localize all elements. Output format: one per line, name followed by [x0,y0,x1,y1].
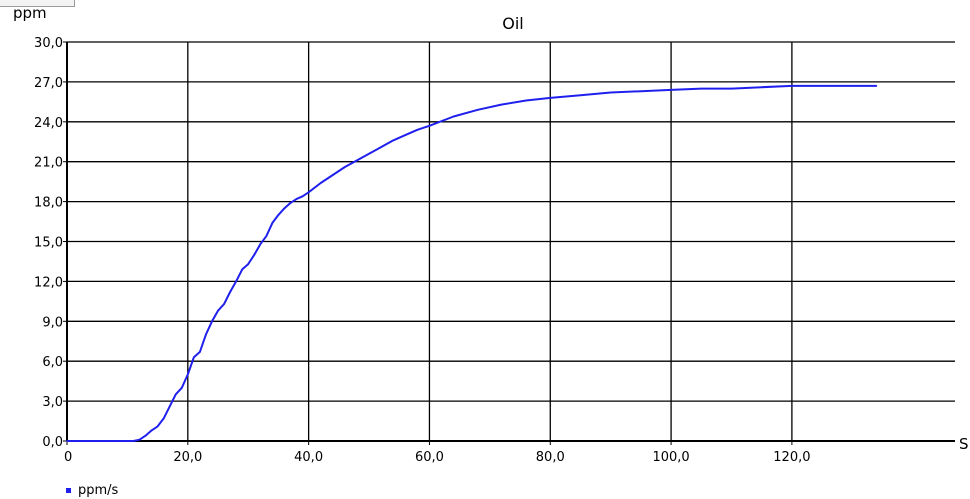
y-tick-label: 30,0 [34,36,63,51]
data-point [307,191,310,194]
data-point [247,263,250,265]
data-point [229,291,231,293]
data-point [265,235,268,237]
y-tick-label: 3,0 [42,395,63,410]
data-point [174,393,177,396]
x-tick-label: 120,0 [773,450,810,465]
data-point [289,202,292,204]
data-point [150,429,153,432]
data-point [162,417,165,420]
data-point [368,152,370,155]
x-gridlines [187,42,793,441]
data-point [730,87,733,90]
data-point [271,222,274,224]
data-point [416,128,419,131]
data-point [187,373,189,376]
data-point [259,243,262,245]
data-point [168,405,171,408]
data-point [66,440,68,442]
data-point [156,425,159,428]
data-point [277,214,280,216]
data-point [821,85,823,87]
data-point [235,280,237,283]
y-tick-label: 6,0 [42,355,63,370]
data-point [791,85,793,87]
y-gridlines [67,41,955,402]
y-tick-label: 27,0 [34,76,63,91]
data-point [501,103,503,106]
data-point [132,440,135,442]
data-point [640,90,642,93]
data-point [609,91,612,94]
data-point [331,174,334,176]
y-tick-label: 24,0 [34,116,63,131]
x-tick-label: 40,0 [294,450,323,465]
y-tick-label: 9,0 [42,315,63,330]
corner-tab [0,0,75,7]
data-point [253,254,256,256]
data-point [760,86,763,89]
x-tick-label: 80,0 [536,450,565,465]
x-tick-label: 100,0 [652,450,689,465]
data-point [579,94,582,96]
data-point [344,166,346,168]
legend: ppm/s [66,483,119,498]
axes [63,41,955,445]
data-point [875,85,878,87]
data-point [180,387,183,389]
data-point [138,438,141,441]
data-point [319,182,322,184]
data-point [241,268,243,271]
data-point [851,85,854,87]
data-point [404,134,407,136]
data-point [452,115,455,118]
data-point [144,434,147,437]
data-point [217,309,219,312]
y-tick-label: 18,0 [34,196,63,211]
x-tick-label: 60,0 [415,450,444,465]
data-point [476,109,479,111]
y-tick-label: 21,0 [34,156,63,171]
x-tick-label: 0 [64,450,72,465]
series-layer [66,84,878,442]
data-point [525,99,527,102]
y-tick-label: 0,0 [42,435,63,450]
data-point [193,356,195,359]
data-point [199,351,201,353]
data-point [301,195,304,198]
y-axis-label: ppm [13,4,47,22]
x-tick-label: 20,0 [173,450,202,465]
data-point [295,198,298,200]
data-point [670,89,672,91]
chart-title: Oil [502,14,523,33]
legend-label: ppm/s [78,483,119,498]
data-point [380,146,382,148]
data-point [356,159,358,162]
x-tick-labels: 0 20,0 40,0 60,0 80,0 100,0 120,0 [64,450,811,465]
y-tick-label: 12,0 [34,275,63,290]
data-point [205,333,207,336]
data-point [700,87,703,90]
data-point [549,97,552,99]
data-point [223,303,225,305]
y-tick-labels: 0,0 3,0 6,0 9,0 12,0 15,0 18,0 21,0 24,0 27,0 30,0 [34,36,63,450]
data-point [211,320,213,323]
data-point [283,207,286,210]
data-point [392,139,395,142]
y-tick-label: 15,0 [34,236,63,251]
data-point [428,124,431,127]
legend-swatch [66,488,71,493]
x-axis-label: S [959,435,969,453]
